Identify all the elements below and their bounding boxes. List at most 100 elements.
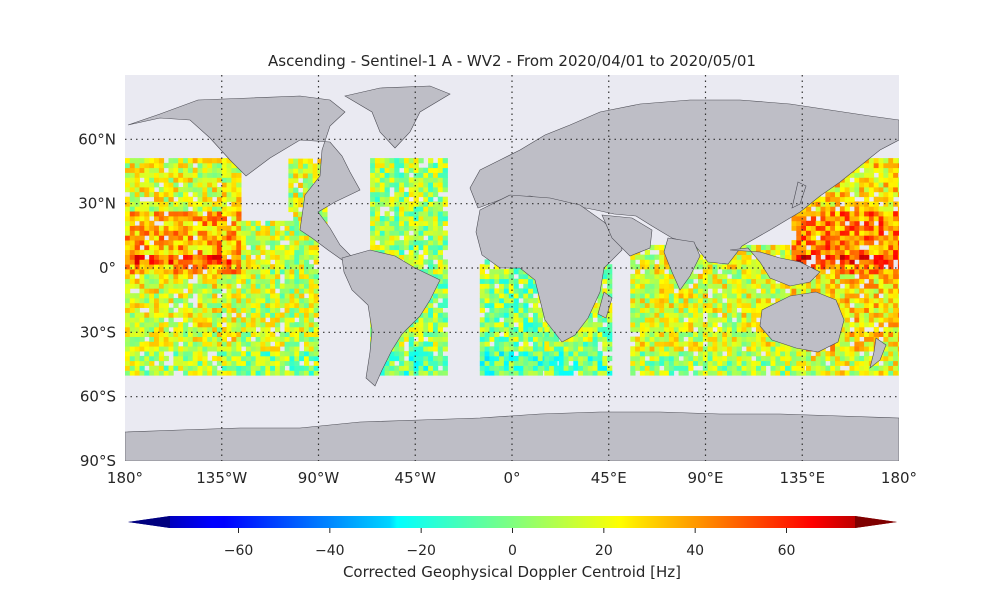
data-cell	[289, 370, 295, 376]
data-cell	[587, 336, 593, 342]
data-cell	[207, 293, 213, 299]
data-cell	[294, 322, 300, 328]
data-cell	[770, 288, 776, 294]
data-cell	[712, 293, 718, 299]
data-cell	[154, 230, 160, 236]
data-cell	[134, 249, 140, 255]
data-cell	[442, 293, 448, 299]
data-cell	[187, 283, 194, 289]
data-cell	[158, 201, 165, 207]
data-cell	[207, 360, 213, 366]
data-cell	[791, 240, 797, 246]
data-cell	[250, 264, 256, 270]
data-cell	[489, 370, 495, 376]
data-cell	[370, 187, 376, 193]
data-cell	[255, 336, 261, 342]
data-cell	[216, 317, 223, 323]
data-cell	[785, 254, 791, 260]
data-cell	[423, 187, 429, 193]
data-cell	[791, 216, 797, 222]
data-cell	[433, 211, 439, 217]
data-cell	[125, 187, 131, 193]
data-cell	[125, 244, 131, 251]
data-cell	[212, 220, 218, 226]
data-cell	[231, 336, 237, 342]
data-cell	[437, 172, 443, 178]
data-cell	[883, 220, 889, 226]
data-cell	[299, 278, 305, 284]
data-cell	[216, 264, 223, 270]
data-cell	[494, 327, 500, 333]
data-cell	[820, 259, 826, 265]
data-cell	[649, 346, 655, 352]
data-cell	[702, 351, 708, 357]
data-cell	[284, 244, 290, 251]
data-cell	[664, 346, 670, 352]
data-cell	[163, 230, 169, 236]
data-cell	[428, 187, 434, 193]
data-cell	[168, 264, 174, 270]
data-cell	[513, 293, 519, 299]
data-cell	[558, 360, 564, 366]
data-cell	[825, 264, 831, 270]
data-cell	[216, 327, 223, 333]
data-cell	[241, 331, 247, 337]
data-cell	[404, 206, 410, 212]
data-cell	[178, 259, 184, 265]
data-cell	[294, 351, 300, 357]
data-cell	[275, 273, 281, 280]
data-cell	[289, 346, 295, 352]
data-cell	[756, 269, 762, 275]
data-cell	[322, 211, 328, 217]
data-cell	[212, 307, 218, 313]
data-cell	[442, 355, 448, 362]
data-cell	[668, 370, 675, 376]
data-cell	[255, 264, 261, 270]
data-cell	[849, 240, 855, 246]
data-cell	[168, 172, 174, 178]
data-cell	[134, 307, 140, 313]
data-cell	[413, 360, 419, 366]
arabia-land	[601, 214, 653, 257]
data-cell	[649, 351, 655, 357]
data-cell	[394, 244, 400, 251]
data-cell	[698, 288, 704, 294]
data-cell	[394, 355, 400, 362]
data-cell	[221, 264, 227, 270]
data-cell	[270, 278, 276, 284]
data-cell	[187, 317, 194, 323]
data-cell	[192, 269, 198, 275]
data-cell	[202, 216, 208, 222]
data-cell	[236, 216, 242, 222]
data-cell	[299, 244, 305, 251]
data-cell	[183, 167, 189, 173]
data-cell	[844, 283, 850, 289]
data-cell	[741, 317, 747, 323]
data-cell	[607, 283, 613, 289]
data-cell	[207, 302, 213, 308]
data-cell	[178, 167, 184, 173]
data-cell	[736, 360, 742, 366]
data-cell	[849, 259, 855, 265]
data-cell	[868, 264, 875, 270]
data-cell	[873, 225, 879, 231]
data-cell	[144, 278, 150, 284]
data-cell	[284, 288, 290, 294]
data-cell	[639, 346, 646, 352]
data-cell	[702, 355, 708, 362]
data-cell	[868, 355, 875, 362]
data-cell	[168, 331, 174, 337]
data-cell	[154, 240, 160, 246]
data-cell	[293, 163, 299, 169]
data-cell	[144, 177, 150, 183]
data-cell	[489, 283, 495, 289]
data-cell	[864, 167, 870, 173]
data-cell	[250, 302, 256, 308]
data-cell	[187, 187, 194, 193]
data-cell	[868, 249, 875, 255]
data-cell	[893, 293, 899, 299]
data-cell	[849, 273, 855, 280]
data-cell	[518, 269, 524, 275]
data-cell	[839, 298, 846, 304]
data-cell	[173, 230, 179, 236]
